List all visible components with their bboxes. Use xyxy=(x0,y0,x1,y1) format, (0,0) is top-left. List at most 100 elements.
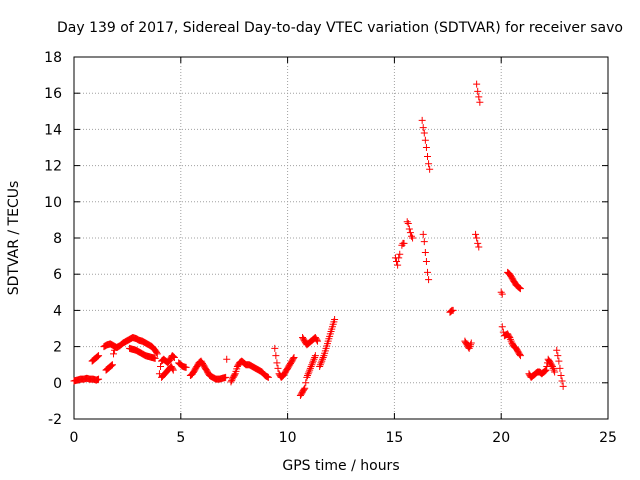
data-point xyxy=(231,371,239,379)
data-point xyxy=(420,238,428,246)
x-axis-title: GPS time / hours xyxy=(282,458,399,474)
data-point xyxy=(549,364,557,372)
data-point xyxy=(505,332,513,340)
data-point xyxy=(559,382,567,390)
data-point xyxy=(309,357,317,365)
data-point xyxy=(395,254,403,262)
data-point xyxy=(290,353,298,361)
data-point xyxy=(554,352,562,360)
data-point xyxy=(542,366,550,374)
data-point xyxy=(304,372,312,380)
data-point xyxy=(541,367,549,375)
y-tick-labels: -2 0 2 4 6 8 10 12 14 16 18 xyxy=(44,50,62,428)
data-point xyxy=(151,354,159,362)
data-point xyxy=(274,364,282,372)
data-point xyxy=(273,359,281,367)
data-point xyxy=(289,355,297,363)
data-point xyxy=(475,93,483,101)
x-tick-label: 20 xyxy=(492,430,510,446)
data-point xyxy=(557,372,565,380)
data-points xyxy=(70,80,567,399)
data-point xyxy=(516,350,524,358)
x-tick-label: 15 xyxy=(385,430,403,446)
data-point xyxy=(110,350,118,358)
data-point xyxy=(425,276,433,284)
data-point xyxy=(227,378,235,386)
data-point xyxy=(551,368,559,376)
grid-lines xyxy=(74,57,608,419)
data-point xyxy=(422,144,430,151)
data-point xyxy=(300,385,308,393)
data-point xyxy=(498,323,506,331)
data-point xyxy=(316,361,324,369)
data-point xyxy=(407,232,415,240)
y-tick-label: 8 xyxy=(53,231,62,247)
data-point xyxy=(331,315,339,323)
data-point xyxy=(271,344,279,352)
data-point xyxy=(306,366,314,374)
data-point xyxy=(475,243,483,251)
data-point xyxy=(507,337,515,345)
data-point xyxy=(396,250,404,258)
data-point xyxy=(473,80,481,88)
data-point xyxy=(516,284,524,292)
data-point xyxy=(474,87,482,95)
data-point xyxy=(310,355,318,363)
data-point xyxy=(516,285,524,293)
data-point xyxy=(303,373,311,381)
data-point xyxy=(228,376,236,384)
data-point xyxy=(94,352,102,360)
data-point xyxy=(264,373,272,381)
data-point xyxy=(272,352,280,360)
data-point xyxy=(476,98,484,106)
data-point xyxy=(316,363,324,371)
data-point xyxy=(308,361,316,369)
data-point xyxy=(421,136,429,144)
data-point xyxy=(309,359,317,367)
data-point xyxy=(302,379,310,387)
y-tick-label: 10 xyxy=(44,195,62,211)
x-tick-label: 25 xyxy=(599,430,617,446)
data-point xyxy=(93,353,101,361)
data-point xyxy=(406,229,414,237)
data-point xyxy=(319,353,327,361)
data-point xyxy=(305,368,313,376)
y-tick-label: 14 xyxy=(44,122,62,138)
data-point xyxy=(394,261,402,269)
data-point xyxy=(516,352,524,360)
data-point xyxy=(169,352,177,360)
data-point xyxy=(498,290,506,298)
data-point xyxy=(506,334,514,342)
data-point xyxy=(95,375,103,383)
data-point xyxy=(170,353,178,361)
data-point xyxy=(311,352,319,360)
data-point xyxy=(472,230,480,238)
plot-frame xyxy=(73,56,609,420)
data-point xyxy=(306,364,314,372)
data-point xyxy=(422,258,430,266)
data-point xyxy=(108,361,116,369)
y-tick-label: 4 xyxy=(53,303,62,319)
data-point xyxy=(558,377,566,385)
data-point xyxy=(467,339,475,347)
data-point xyxy=(409,234,417,242)
data-point xyxy=(393,258,401,266)
data-point xyxy=(318,357,326,365)
data-point xyxy=(506,335,514,343)
data-point xyxy=(473,234,481,242)
data-point xyxy=(403,218,411,226)
x-tick-label: 5 xyxy=(176,430,185,446)
data-point xyxy=(405,225,413,233)
x-tick-label: 10 xyxy=(279,430,297,446)
data-point xyxy=(318,355,326,363)
y-tick-label: 0 xyxy=(53,376,62,392)
data-point xyxy=(548,361,556,369)
data-point xyxy=(420,129,428,137)
data-point xyxy=(424,268,432,276)
data-point xyxy=(313,336,321,344)
data-point xyxy=(421,248,429,256)
data-point xyxy=(425,160,433,168)
data-point xyxy=(404,220,412,228)
data-point xyxy=(467,341,475,349)
